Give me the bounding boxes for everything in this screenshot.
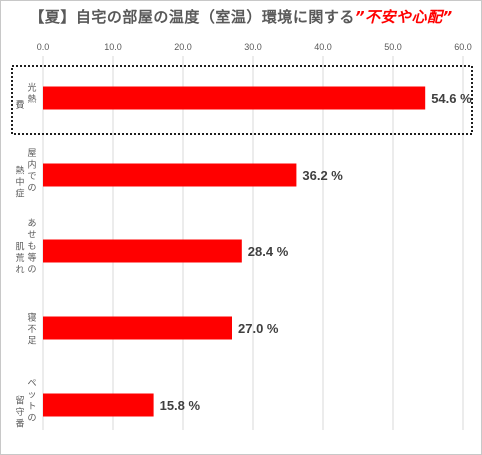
category-char: せ	[27, 230, 36, 241]
data-label: 15.8 %	[160, 398, 201, 413]
category-label: 光熱費	[15, 81, 36, 111]
chart-title: 【夏】自宅の部屋の温度（室温）環境に関する”不安や心配”	[0, 6, 482, 27]
category-char: の	[27, 183, 36, 193]
category-label: 寝不足	[27, 312, 36, 347]
category-char: 足	[27, 336, 36, 347]
category-char: 症	[15, 188, 24, 200]
data-label: 54.6 %	[431, 91, 472, 106]
title-emphasis: ”不安や心配”	[354, 8, 453, 26]
category-char: れ	[15, 265, 24, 276]
x-tick-label: 20.0	[174, 42, 192, 52]
category-char: 熱	[15, 165, 24, 177]
x-tick-label: 30.0	[244, 42, 262, 52]
category-char: あ	[27, 218, 36, 229]
category-char: の	[27, 413, 36, 423]
x-tick-label: 10.0	[104, 42, 122, 52]
category-char: 寝	[27, 312, 36, 324]
title-main: 【夏】自宅の部屋の温度（室温）環境に関する	[29, 8, 355, 26]
highlight-box	[11, 65, 473, 135]
category-char: の	[27, 265, 36, 275]
category-char: ペ	[27, 379, 36, 389]
x-tick-label: 50.0	[384, 42, 402, 52]
category-char: 肌	[15, 242, 24, 253]
category-char: ト	[27, 402, 36, 412]
bar	[43, 393, 154, 417]
data-label: 36.2 %	[302, 168, 343, 183]
category-char: 内	[27, 158, 36, 170]
category-char: 中	[15, 176, 24, 188]
category-char: 熱	[27, 93, 36, 105]
category-char: 光	[27, 81, 36, 93]
x-tick-label: 60.0	[454, 42, 472, 52]
category-char: 費	[15, 99, 24, 111]
category-char: 不	[27, 324, 36, 335]
bar	[43, 86, 426, 110]
bar	[43, 316, 232, 340]
x-tick-label: 0.0	[37, 42, 50, 52]
category-char: 屋	[27, 148, 36, 159]
data-label: 28.4 %	[248, 244, 289, 259]
category-char: 荒	[15, 253, 24, 264]
category-char: 留	[15, 395, 24, 407]
data-label: 27.0 %	[238, 321, 279, 336]
category-char: で	[27, 172, 36, 182]
category-char: ッ	[27, 390, 36, 400]
bar	[43, 163, 297, 187]
x-tick-label: 40.0	[314, 42, 332, 52]
bar	[43, 239, 242, 263]
category-char: 番	[15, 418, 24, 430]
category-char: も	[27, 241, 36, 252]
category-char: 等	[27, 252, 36, 264]
category-char: 守	[15, 406, 24, 418]
